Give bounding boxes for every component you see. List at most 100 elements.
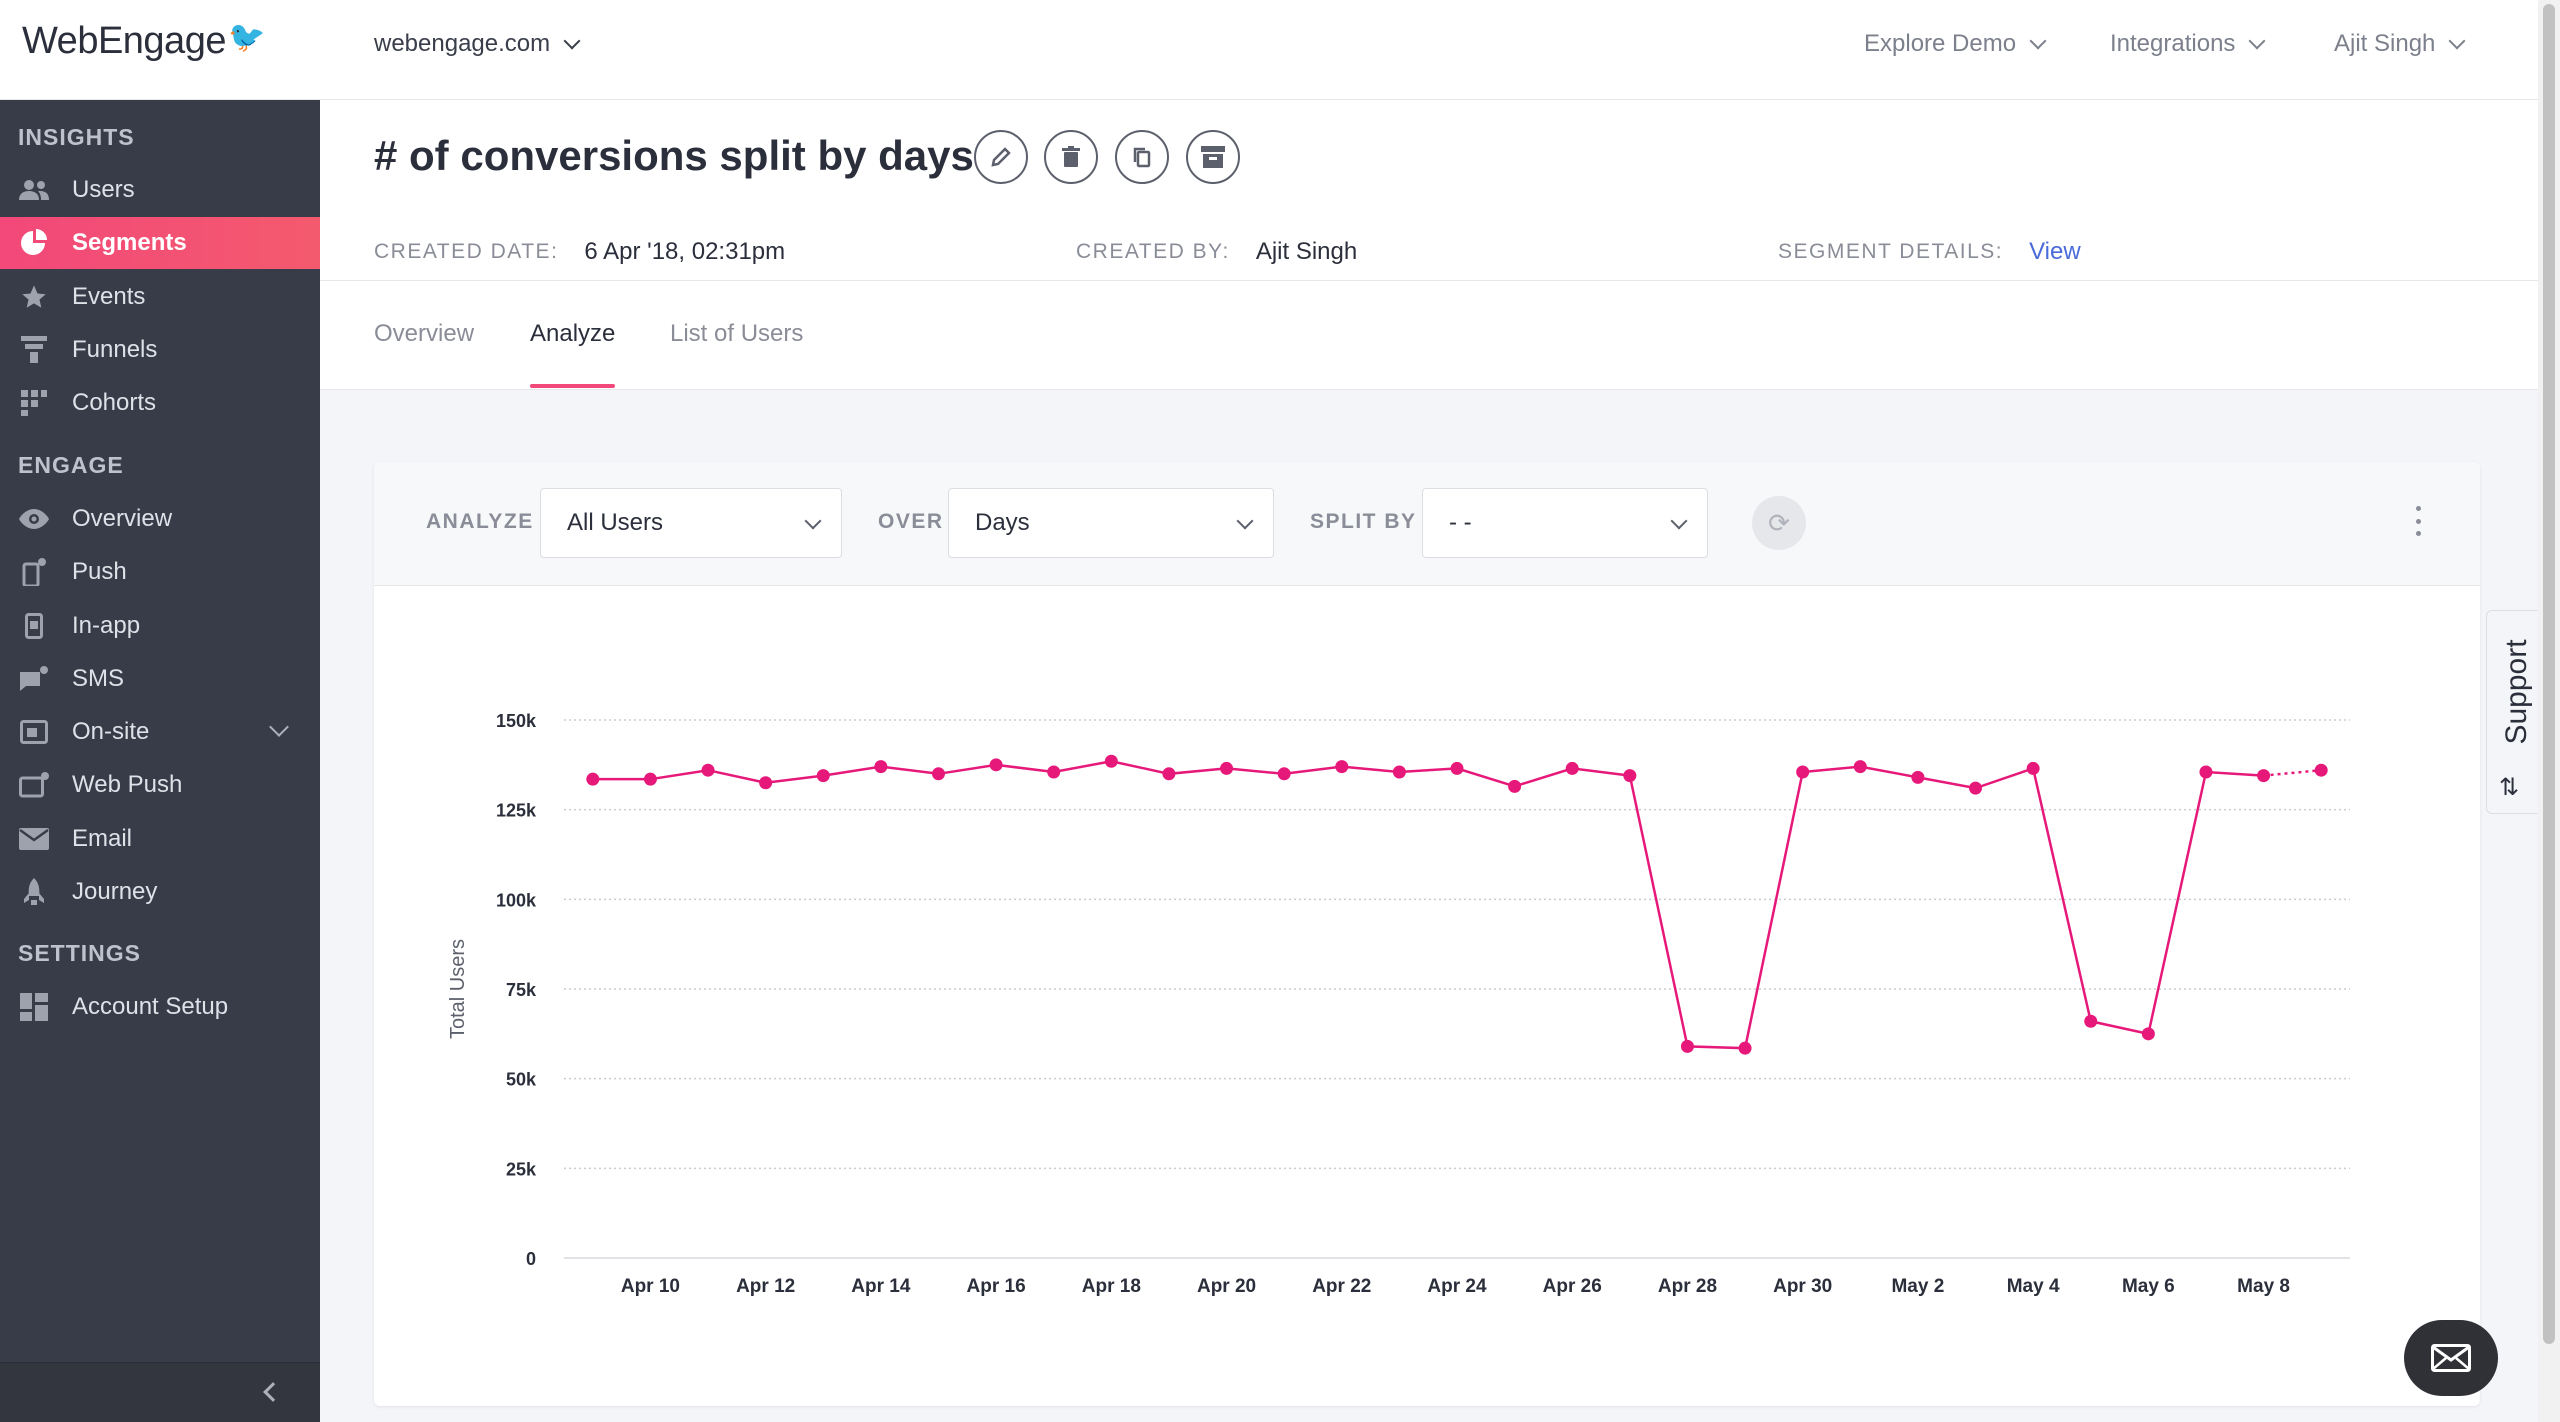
- page-header: # of conversions split by days CREATED D…: [320, 100, 2538, 390]
- line-chart: 0 25k 50k 75k 100k 125k 150k Total Users Apr 10 A…: [447, 711, 2350, 1297]
- data-point: [586, 772, 600, 786]
- data-point: [1335, 760, 1349, 774]
- sidebar-item-label: Email: [72, 825, 133, 852]
- data-point: [1508, 779, 1522, 793]
- sidebar-item-label: SMS: [72, 665, 125, 692]
- sidebar-item-account-setup[interactable]: Account Setup: [0, 981, 320, 1033]
- sidebar-item-onsite[interactable]: On-site: [0, 706, 320, 758]
- sidebar-item-journey[interactable]: Journey: [0, 866, 320, 918]
- data-point: [1796, 765, 1810, 779]
- data-point: [1623, 769, 1637, 783]
- created-date-value: 6 Apr '18, 02:31pm: [584, 238, 786, 265]
- segment-details-label: SEGMENT DETAILS:: [1778, 240, 2004, 263]
- delete-button[interactable]: [1044, 130, 1098, 184]
- edit-button[interactable]: [974, 130, 1028, 184]
- created-date-label: CREATED DATE:: [374, 240, 559, 263]
- explore-demo-label: Explore Demo: [1864, 30, 2017, 57]
- scrollbar-thumb[interactable]: [2543, 4, 2555, 1344]
- split-by-select[interactable]: - -: [1422, 488, 1708, 558]
- domain-selector[interactable]: webengage.com: [374, 30, 581, 58]
- series-line-partial: [2263, 768, 2322, 777]
- explore-demo-menu[interactable]: Explore Demo: [1864, 30, 2047, 58]
- sidebar-item-email[interactable]: Email: [0, 813, 320, 865]
- section-engage: ENGAGE: [18, 452, 124, 478]
- star-icon: [18, 283, 50, 311]
- segment-meta: CREATED DATE: 6 Apr '18, 02:31pm CREATED…: [320, 238, 2538, 382]
- split-by-value: - -: [1449, 509, 1472, 536]
- chevron-down-icon[interactable]: [269, 717, 289, 737]
- support-tab[interactable]: Support ⇅: [2486, 610, 2538, 814]
- sidebar-item-sms[interactable]: SMS: [0, 653, 320, 705]
- support-label: Support: [2500, 639, 2533, 745]
- x-tick-label: Apr 26: [1543, 1276, 1602, 1297]
- tab-list-of-users[interactable]: List of Users: [670, 320, 804, 347]
- archive-button[interactable]: [1186, 130, 1240, 184]
- data-point: [2199, 765, 2213, 779]
- created-by: CREATED BY: Ajit Singh: [1076, 238, 1357, 266]
- user-name: Ajit Singh: [2334, 30, 2436, 57]
- bird-icon: 🐦: [227, 21, 265, 54]
- data-point: [2084, 1014, 2098, 1028]
- sidebar-item-funnels[interactable]: Funnels: [0, 324, 320, 376]
- sidebar-item-label: Events: [72, 283, 146, 310]
- chat-button[interactable]: [2404, 1320, 2498, 1396]
- sidebar-item-label: In-app: [72, 612, 141, 639]
- collapse-sidebar-icon[interactable]: [263, 1382, 283, 1402]
- sidebar-item-label: Funnels: [72, 336, 158, 363]
- data-point: [1680, 1039, 1694, 1053]
- over-value: Days: [975, 509, 1030, 536]
- view-details-link[interactable]: View: [2029, 238, 2081, 265]
- tab-analyze[interactable]: Analyze: [530, 320, 616, 388]
- page-scrollbar[interactable]: [2538, 0, 2560, 1422]
- duplicate-button[interactable]: [1115, 130, 1169, 184]
- data-point: [931, 767, 945, 781]
- data-point: [1047, 765, 1061, 779]
- chevron-down-icon: [1670, 512, 1688, 530]
- x-tick-label: May 8: [2237, 1276, 2290, 1297]
- over-label: OVER: [878, 510, 944, 533]
- archive-icon: [1201, 146, 1225, 168]
- data-point: [1738, 1041, 1752, 1055]
- logo-text: WebEngage: [22, 20, 226, 62]
- sms-icon: [18, 665, 50, 693]
- section-settings: SETTINGS: [18, 940, 142, 966]
- sidebar-item-label: On-site: [72, 718, 150, 745]
- over-select[interactable]: Days: [948, 488, 1274, 558]
- x-tick-label: May 2: [1891, 1276, 1944, 1297]
- x-tick-label: Apr 28: [1658, 1276, 1717, 1297]
- analyze-select[interactable]: All Users: [540, 488, 842, 558]
- chevron-down-icon: [2029, 32, 2047, 50]
- data-point: [701, 763, 715, 777]
- refresh-button[interactable]: ⟳: [1752, 496, 1806, 550]
- sidebar-item-label: Push: [72, 558, 127, 585]
- data-point: [1392, 765, 1406, 779]
- funnel-icon: [18, 336, 50, 364]
- more-options-icon[interactable]: [2414, 506, 2422, 536]
- x-tick-label: May 4: [2007, 1276, 2060, 1297]
- sidebar-item-inapp[interactable]: In-app: [0, 600, 320, 652]
- sidebar-item-label: Segments: [72, 229, 187, 256]
- sidebar-item-cohorts[interactable]: Cohorts: [0, 377, 320, 429]
- sidebar-item-segments[interactable]: Segments: [0, 217, 320, 269]
- sidebar-item-overview[interactable]: Overview: [0, 493, 320, 545]
- user-menu[interactable]: Ajit Singh: [2334, 30, 2466, 58]
- data-point: [816, 769, 830, 783]
- y-tick-label: 150k: [496, 711, 537, 731]
- sidebar: INSIGHTS Users Segments Events Funnels C…: [0, 100, 320, 1422]
- data-point: [2257, 769, 2271, 783]
- webengage-logo[interactable]: WebEngage🐦: [22, 20, 265, 63]
- sidebar-item-events[interactable]: Events: [0, 271, 320, 323]
- sidebar-item-push[interactable]: Push: [0, 546, 320, 598]
- envelope-icon: [18, 825, 50, 853]
- integrations-menu[interactable]: Integrations: [2110, 30, 2266, 58]
- sidebar-item-webpush[interactable]: Web Push: [0, 759, 320, 811]
- tab-overview[interactable]: Overview: [374, 320, 475, 347]
- copy-icon: [1133, 147, 1151, 168]
- data-point: [2314, 763, 2328, 777]
- browser-window-icon: [18, 718, 50, 746]
- sidebar-item-users[interactable]: Users: [0, 164, 320, 216]
- data-point: [1220, 761, 1234, 775]
- data-point: [989, 758, 1003, 772]
- data-point: [643, 772, 657, 786]
- segment-details: SEGMENT DETAILS: View: [1778, 238, 2081, 266]
